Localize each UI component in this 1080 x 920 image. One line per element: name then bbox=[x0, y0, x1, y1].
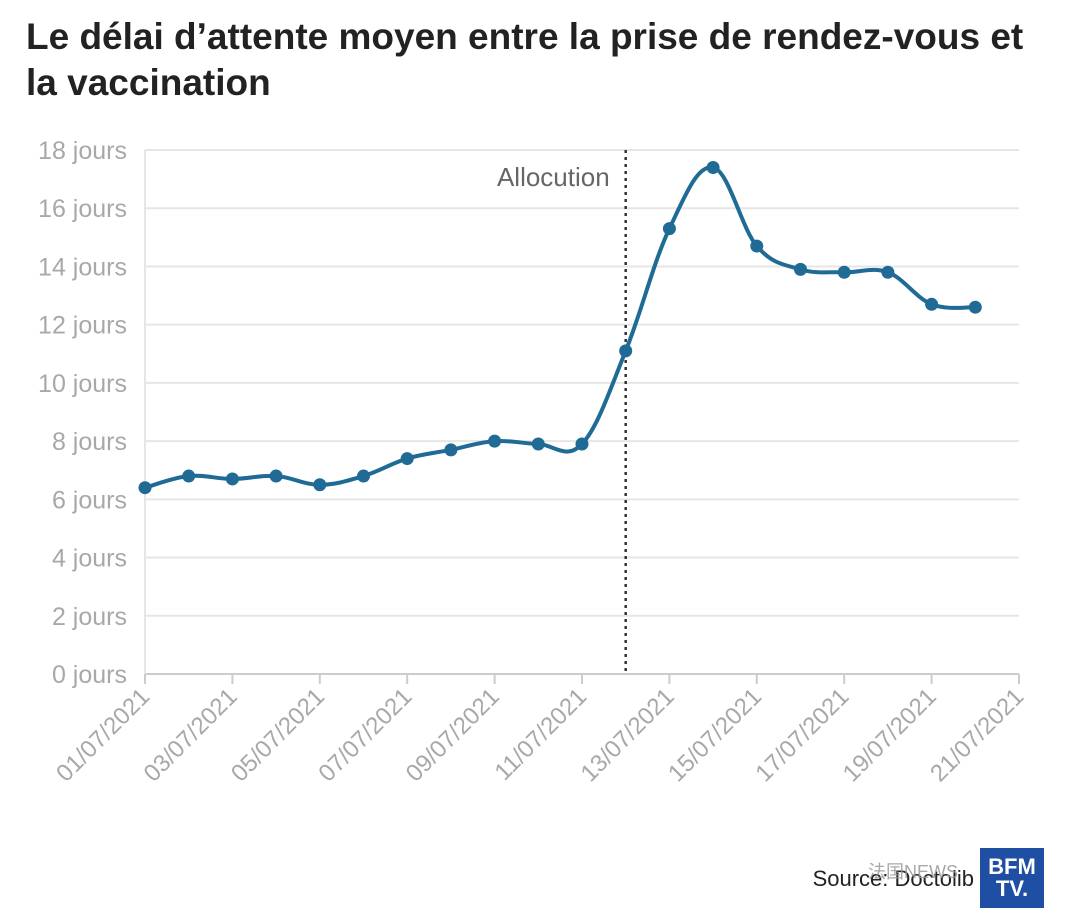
data-point bbox=[881, 265, 895, 279]
data-point bbox=[575, 437, 589, 451]
data-point bbox=[444, 443, 458, 457]
data-point bbox=[662, 222, 676, 236]
data-point bbox=[182, 469, 196, 483]
logo-top-text: BFM bbox=[988, 854, 1036, 879]
x-tick-label: 05/07/2021 bbox=[226, 683, 330, 787]
y-tick-label: 12 jours bbox=[38, 312, 127, 340]
data-point bbox=[138, 481, 152, 495]
y-tick-label: 18 jours bbox=[38, 137, 127, 165]
watermark-text: 法国NEWS bbox=[868, 862, 958, 882]
bfm-tv-logo: BFM TV. bbox=[980, 848, 1044, 908]
y-tick-label: 4 jours bbox=[52, 545, 127, 573]
data-point bbox=[837, 265, 851, 279]
data-point bbox=[619, 344, 633, 358]
y-tick-label: 16 jours bbox=[38, 195, 127, 223]
y-tick-label: 0 jours bbox=[52, 661, 127, 689]
data-point bbox=[313, 478, 327, 492]
logo-bottom-text: TV. bbox=[995, 876, 1029, 901]
data-point bbox=[706, 160, 720, 174]
y-tick-label: 2 jours bbox=[52, 603, 127, 631]
x-tick-label: 13/07/2021 bbox=[576, 683, 680, 787]
data-point bbox=[750, 239, 764, 253]
x-tick-label: 01/07/2021 bbox=[51, 683, 155, 787]
data-point bbox=[531, 437, 545, 451]
x-tick-label: 17/07/2021 bbox=[750, 683, 854, 787]
x-tick-label: 21/07/2021 bbox=[925, 683, 1029, 787]
y-tick-label: 8 jours bbox=[52, 428, 127, 456]
data-point bbox=[488, 434, 502, 448]
data-point bbox=[794, 262, 807, 276]
data-point bbox=[968, 300, 982, 314]
data-point bbox=[225, 472, 239, 486]
data-point bbox=[400, 452, 414, 466]
y-tick-label: 6 jours bbox=[52, 486, 127, 514]
data-point bbox=[357, 469, 370, 483]
y-tick-label: 10 jours bbox=[38, 370, 127, 398]
x-tick-label: 19/07/2021 bbox=[838, 683, 942, 787]
annotation-label: Allocution bbox=[497, 162, 610, 192]
x-tick-label: 15/07/2021 bbox=[663, 683, 767, 787]
data-point bbox=[925, 297, 939, 311]
source-note: Source: Doctolib bbox=[812, 866, 974, 891]
y-tick-label: 14 jours bbox=[38, 253, 127, 281]
chart-title: Le délai d’attente moyen entre la prise … bbox=[26, 16, 1024, 103]
x-tick-label: 07/07/2021 bbox=[313, 683, 417, 787]
series-line bbox=[144, 165, 976, 490]
x-tick-label: 09/07/2021 bbox=[401, 683, 505, 787]
x-tick-label: 03/07/2021 bbox=[139, 683, 243, 787]
data-point bbox=[269, 469, 283, 483]
